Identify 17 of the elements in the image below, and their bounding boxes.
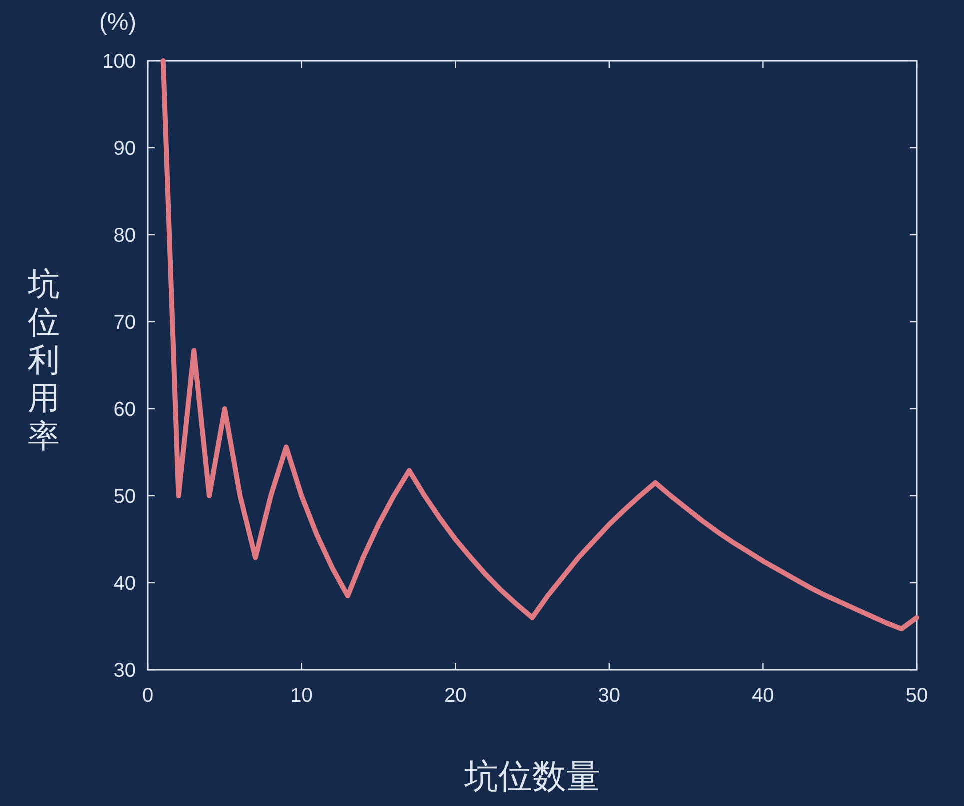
- text: (%): [99, 9, 137, 36]
- y-tick-label: 70: [114, 312, 136, 334]
- y-tick-label: 60: [114, 399, 136, 421]
- y-tick-label: 80: [114, 225, 136, 247]
- x-tick-label: 50: [906, 685, 928, 707]
- x-tick-label: 20: [444, 685, 467, 707]
- y-axis-title: 坑位利用率: [27, 266, 60, 454]
- x-tick-label: 30: [598, 685, 621, 707]
- x-axis-title: 坑位数量: [464, 758, 600, 796]
- y-tick-label: 50: [114, 486, 136, 508]
- y-tick-label: 100: [102, 51, 136, 73]
- y-tick-label: 90: [114, 138, 136, 160]
- y-tick-label: 30: [114, 660, 136, 682]
- x-tick-label: 0: [142, 685, 154, 707]
- x-tick-label: 10: [290, 685, 313, 707]
- x-tick-label: 40: [752, 685, 774, 707]
- y-tick-label: 40: [114, 573, 136, 595]
